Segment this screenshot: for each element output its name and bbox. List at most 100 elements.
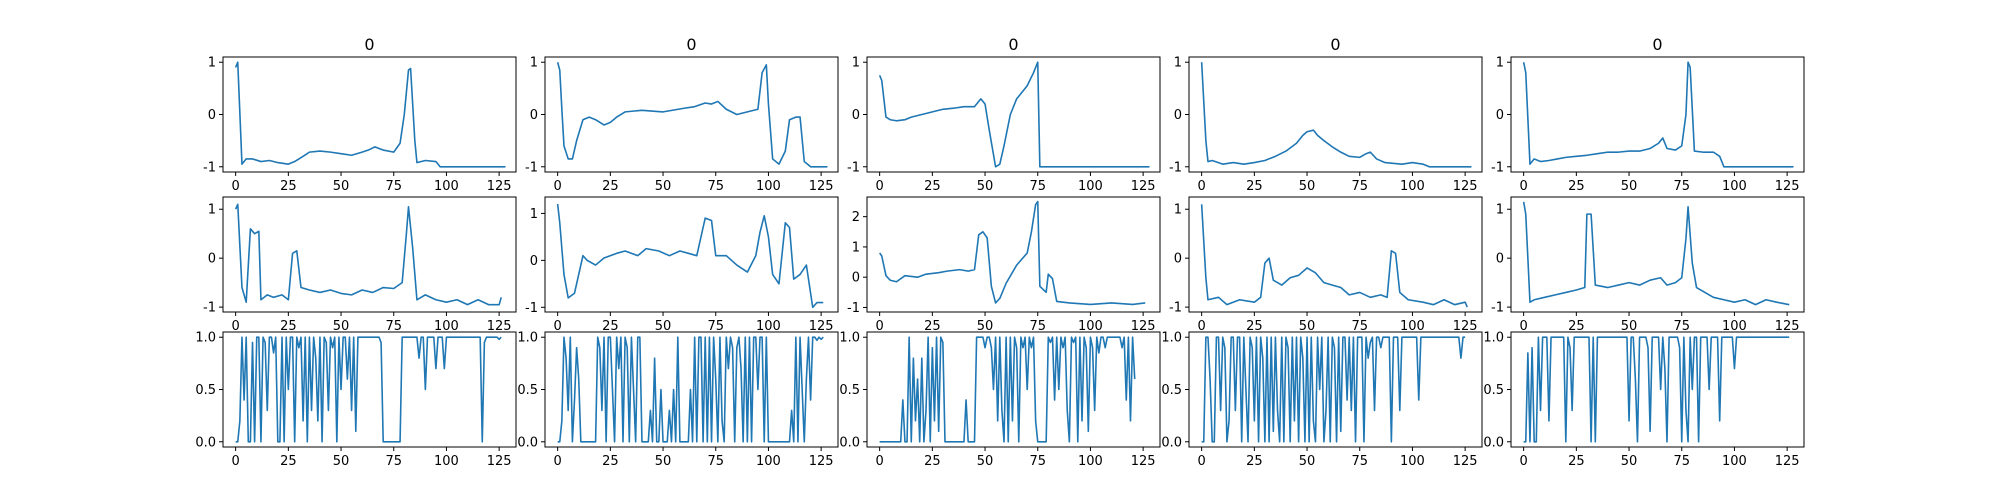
series-line-r2c3-0 <box>1201 336 1466 443</box>
x-tick-label-r0c4-25: 25 <box>1568 179 1585 194</box>
x-tick-label-r1c2-50: 50 <box>977 319 994 334</box>
x-tick-label-r0c0-75: 75 <box>385 179 402 194</box>
y-tick-label-r0c0-1: 1 <box>208 56 216 71</box>
x-tick-label-r2c2-25: 25 <box>924 454 941 469</box>
x-tick-label-r2c3-0: 0 <box>1198 454 1206 469</box>
x-tick-label-r2c4-125: 125 <box>1775 454 1800 469</box>
y-tick-label-r0c3-0: 0 <box>1174 108 1182 123</box>
x-tick-label-r2c4-50: 50 <box>1621 454 1638 469</box>
y-tick-label-r1c0-1: 1 <box>208 203 216 218</box>
series-line-r0c4-0 <box>1522 61 1794 168</box>
y-tick-label-r1c1--1: -1 <box>525 301 538 316</box>
y-tick-label-r1c2-1: 1 <box>852 240 860 255</box>
y-tick-label-r0c2-0: 0 <box>852 108 860 123</box>
x-tick-label-r0c4-50: 50 <box>1621 179 1638 194</box>
y-tick-label-r2c1-0: 0.0 <box>517 435 538 450</box>
x-tick-label-r2c1-100: 100 <box>756 454 781 469</box>
y-tick-label-r2c2-0: 0.0 <box>839 435 860 450</box>
y-tick-label-r0c4-0: 0 <box>1496 108 1504 123</box>
y-tick-label-r0c0-0: 0 <box>208 108 216 123</box>
x-tick-label-r2c2-125: 125 <box>1131 454 1156 469</box>
panel-r1c3: 0 25 50 75 100 125 -1 0 1 <box>1169 196 1483 334</box>
x-tick-label-r2c0-100: 100 <box>434 454 459 469</box>
y-tick-label-r0c1-0: 0 <box>530 108 538 123</box>
y-tick-label-r0c3-1: 1 <box>1174 56 1182 71</box>
x-tick-label-r1c4-75: 75 <box>1673 319 1690 334</box>
panel-r0c3: 0 25 50 75 100 125 -1 0 1 0 <box>1169 35 1483 194</box>
chart-title-r0c4: 0 <box>1652 35 1662 54</box>
y-tick-label-r0c2-1: 1 <box>852 56 860 71</box>
x-tick-label-r2c1-25: 25 <box>602 454 619 469</box>
x-tick-label-r2c1-125: 125 <box>809 454 834 469</box>
y-tick-label-r1c3-0: 0 <box>1174 252 1182 267</box>
x-tick-label-r2c2-100: 100 <box>1078 454 1103 469</box>
x-tick-label-r1c0-0: 0 <box>232 319 240 334</box>
y-tick-label-r1c4--1: -1 <box>1491 301 1504 316</box>
panel-r2c4: 0 25 50 75 100 125 0.0 0.5 1.0 <box>1483 331 1805 469</box>
x-tick-label-r0c0-50: 50 <box>333 179 350 194</box>
x-tick-label-r0c2-125: 125 <box>1131 179 1156 194</box>
x-tick-label-r2c4-75: 75 <box>1673 454 1690 469</box>
series-line-r0c2-0 <box>878 61 1150 168</box>
x-tick-label-r2c3-125: 125 <box>1453 454 1478 469</box>
x-tick-label-r0c2-50: 50 <box>977 179 994 194</box>
y-tick-label-r2c0-1: 1.0 <box>195 331 216 346</box>
x-tick-label-r1c0-125: 125 <box>487 319 512 334</box>
panel-r2c0: 0 25 50 75 100 125 0.0 0.5 1.0 <box>195 331 517 469</box>
x-tick-label-r1c1-50: 50 <box>655 319 672 334</box>
y-tick-label-r1c0-0: 0 <box>208 252 216 267</box>
x-tick-label-r1c3-100: 100 <box>1400 319 1425 334</box>
x-tick-label-r0c3-100: 100 <box>1400 179 1425 194</box>
chart-title-r0c0: 0 <box>364 35 374 54</box>
panel-r0c1: 0 25 50 75 100 125 -1 0 1 0 <box>525 35 839 194</box>
x-tick-label-r1c2-100: 100 <box>1078 319 1103 334</box>
x-tick-label-r0c0-25: 25 <box>280 179 297 194</box>
axes-frame-r1c4 <box>1510 196 1805 313</box>
x-tick-label-r2c0-75: 75 <box>385 454 402 469</box>
y-tick-label-r1c2--1: -1 <box>847 301 860 316</box>
x-tick-label-r1c0-75: 75 <box>385 319 402 334</box>
x-tick-label-r2c3-100: 100 <box>1400 454 1425 469</box>
x-tick-label-r1c1-125: 125 <box>809 319 834 334</box>
y-tick-label-r2c3-1: 1.0 <box>1161 331 1182 346</box>
y-tick-label-r2c1-0.5: 0.5 <box>517 383 538 398</box>
chart-title-r0c3: 0 <box>1330 35 1340 54</box>
y-tick-label-r2c3-0.5: 0.5 <box>1161 383 1182 398</box>
x-tick-label-r1c0-50: 50 <box>333 319 350 334</box>
panel-r1c2: 0 25 50 75 100 125 -1 0 1 2 <box>847 196 1161 334</box>
series-line-r1c2-0 <box>878 200 1146 306</box>
axes-frame-r1c3 <box>1188 196 1483 313</box>
x-tick-label-r0c2-25: 25 <box>924 179 941 194</box>
x-tick-label-r1c4-25: 25 <box>1568 319 1585 334</box>
series-line-r1c0-0 <box>234 203 503 306</box>
x-tick-label-r2c2-50: 50 <box>977 454 994 469</box>
x-tick-label-r0c2-75: 75 <box>1029 179 1046 194</box>
series-line-r2c2-0 <box>879 336 1136 443</box>
x-tick-label-r0c3-75: 75 <box>1351 179 1368 194</box>
x-tick-label-r0c2-100: 100 <box>1078 179 1103 194</box>
y-tick-label-r1c3--1: -1 <box>1169 301 1182 316</box>
x-tick-label-r2c4-25: 25 <box>1568 454 1585 469</box>
series-line-r2c4-0 <box>1523 336 1790 443</box>
y-tick-label-r1c1-1: 1 <box>530 207 538 222</box>
panel-r0c4: 0 25 50 75 100 125 -1 0 1 0 <box>1491 35 1805 194</box>
x-tick-label-r2c2-0: 0 <box>876 454 884 469</box>
y-tick-label-r2c0-0: 0.0 <box>195 435 216 450</box>
x-tick-label-r2c0-25: 25 <box>280 454 297 469</box>
panel-r1c0: 0 25 50 75 100 125 -1 0 1 <box>203 196 517 334</box>
x-tick-label-r1c3-50: 50 <box>1299 319 1316 334</box>
x-tick-label-r0c4-75: 75 <box>1673 179 1690 194</box>
x-tick-label-r2c0-125: 125 <box>487 454 512 469</box>
x-tick-label-r1c0-100: 100 <box>434 319 459 334</box>
x-tick-label-r1c1-25: 25 <box>602 319 619 334</box>
axes-frame-r1c2 <box>866 196 1161 313</box>
x-tick-label-r2c1-0: 0 <box>554 454 562 469</box>
x-tick-label-r0c2-0: 0 <box>876 179 884 194</box>
x-tick-label-r0c1-125: 125 <box>809 179 834 194</box>
axes-frame-r1c1 <box>544 196 839 313</box>
x-tick-label-r0c1-25: 25 <box>602 179 619 194</box>
x-tick-label-r1c3-125: 125 <box>1453 319 1478 334</box>
series-line-r0c1-0 <box>556 62 828 168</box>
